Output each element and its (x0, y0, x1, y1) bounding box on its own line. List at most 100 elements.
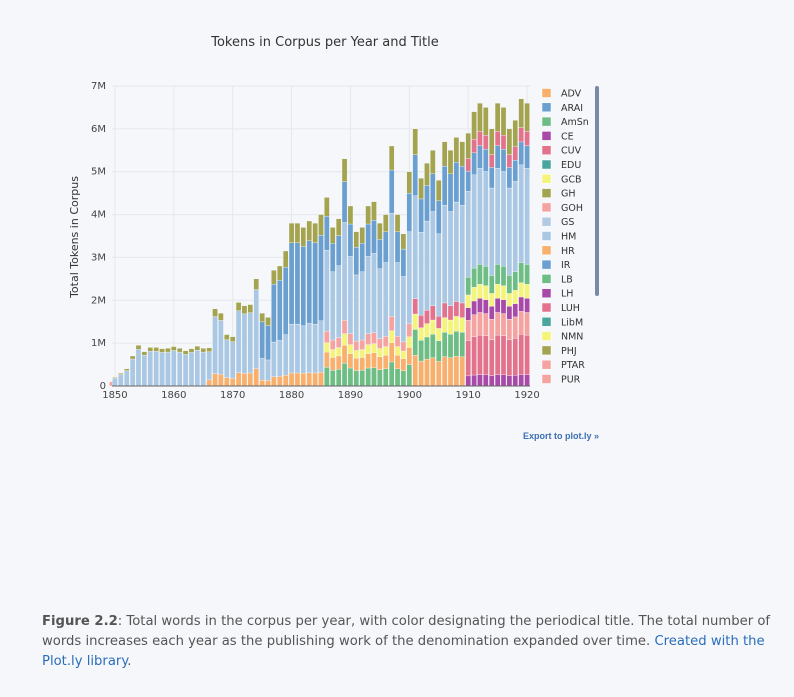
bar-segment-LH (465, 307, 471, 321)
bar-segment-CE (477, 374, 483, 387)
legend-swatch-ARAI[interactable] (541, 102, 552, 113)
legend-label-LibM[interactable]: LibM (561, 317, 583, 328)
legend-label-PTAR[interactable]: PTAR (561, 360, 585, 371)
bar-segment-GH (247, 304, 254, 313)
bar-segment-HM (200, 351, 206, 387)
legend-label-PHJ[interactable]: PHJ (561, 346, 577, 357)
bar-segment-GH (335, 218, 342, 236)
bar-segment-ADV (341, 344, 348, 364)
bar-segment-HM (447, 211, 454, 307)
legend-swatch-PUR[interactable] (541, 374, 552, 384)
legend-label-LH[interactable]: LH (561, 289, 573, 300)
legend-label-GH[interactable]: GH (561, 189, 576, 200)
legend-swatch-LUH[interactable] (541, 302, 552, 313)
axes: 0 1M 2M 3M 4M 5M 6M 7M 1850 1860 1870 1880 1890 1900 1… (91, 81, 540, 401)
bar-segment-AmSn (436, 340, 442, 362)
bar-segment-GH (347, 205, 354, 225)
legend-label-HR[interactable]: HR (561, 246, 575, 257)
legend-label-PUR[interactable]: PUR (561, 375, 581, 386)
bar-segment-GH (212, 308, 218, 317)
bar-segment-GOH (483, 313, 489, 337)
legend-label-IR[interactable]: IR (561, 260, 571, 271)
legend-swatch-ADV[interactable] (541, 88, 552, 98)
bar-segment-HM (512, 181, 518, 272)
legend-label-LUH[interactable]: LUH (561, 303, 580, 314)
legend-label-CE[interactable]: CE (561, 131, 574, 142)
bar-segment-ADV (277, 376, 283, 387)
legend-swatch-NMN[interactable] (541, 331, 552, 341)
y-axis-title: Total Tokens in Corpus (68, 176, 81, 299)
legend-label-ADV[interactable]: ADV (561, 89, 582, 100)
legend-swatch-GCB[interactable] (541, 174, 552, 184)
bar-segment-GH (459, 141, 465, 167)
legend-swatch-CUV[interactable] (541, 145, 552, 155)
caption-text: : Total words in the corpus per year, wi… (42, 614, 771, 649)
legend-label-GCB[interactable]: GCB (561, 174, 582, 185)
bar-segment-CUV (500, 135, 507, 150)
bar-segment-PTAR (341, 319, 348, 334)
legend-swatch-HR[interactable] (541, 245, 552, 256)
legend-label-HM[interactable]: HM (561, 232, 576, 243)
legend-scrollbar[interactable] (595, 86, 599, 296)
legend-swatch-LH[interactable] (541, 288, 552, 298)
bar-segment-NMN (353, 350, 360, 359)
bar-segment-NMN (371, 343, 377, 353)
bar-segment-LH (500, 299, 507, 314)
legend-swatch-EDU[interactable] (541, 159, 552, 170)
bar-segment-IR (383, 231, 389, 263)
legend-swatch-AmSn[interactable] (541, 116, 552, 127)
legend-swatch-LB[interactable] (541, 274, 552, 284)
legend-swatch-PHJ[interactable] (541, 345, 552, 356)
bar-segment-CUV (477, 131, 483, 146)
bar-segment-GH (288, 222, 295, 243)
legend-label-GOH[interactable]: GOH (561, 203, 583, 214)
bar-segment-IR (512, 159, 518, 182)
legend-swatch-HM[interactable] (541, 231, 552, 241)
bar-segment-ADV (394, 354, 401, 370)
bar-segment-LH (483, 299, 489, 314)
y-tick-label: 3M (91, 252, 106, 263)
legend-swatch-CE[interactable] (541, 131, 552, 141)
bar-segment-CE (489, 375, 495, 387)
legend-swatch-LibM[interactable] (541, 317, 552, 327)
legend-swatch-PTAR[interactable] (541, 359, 552, 370)
bar-segment-HM (430, 211, 436, 307)
caption-link[interactable]: Created with the Plot.ly library (42, 634, 765, 669)
bar-segment-NMN (365, 344, 371, 354)
legend-label-CUV[interactable]: CUV (561, 146, 582, 157)
bar-segment-ADV (347, 353, 354, 369)
legend-swatch-IR[interactable] (541, 259, 552, 270)
bar-segment-IR (277, 280, 283, 341)
bar-segment-LUH (500, 335, 507, 376)
legend-label-LB[interactable]: LB (561, 274, 573, 285)
bar-segment-HM (218, 320, 224, 375)
bar-segment-GH (324, 197, 330, 217)
legend-swatch-GOH[interactable] (541, 202, 552, 213)
bar-segment-GH (141, 351, 148, 356)
bar-segment-GH (300, 227, 307, 247)
legend-label-AmSn[interactable]: AmSn (561, 117, 589, 128)
legend-swatch-GS[interactable] (541, 216, 552, 227)
legend-label-ARAI[interactable]: ARAI (561, 103, 583, 114)
bar-segment-AmSn (406, 364, 412, 387)
caption-label: Figure 2.2 (42, 614, 118, 629)
bar-segment-ADV (282, 375, 289, 387)
bar-segment-HM (300, 325, 307, 374)
bar-segment-ADV (459, 356, 465, 387)
bar-segment-HM (288, 323, 295, 374)
bar-segment-AmSn (489, 275, 495, 294)
export-link[interactable]: Export to plot.ly » (523, 431, 600, 441)
x-tick-label: 1860 (161, 390, 186, 401)
y-tick-label: 0 (100, 381, 106, 392)
legend-label-EDU[interactable]: EDU (561, 160, 581, 171)
bar-segment-GH (306, 220, 312, 241)
x-tick-label: 1890 (338, 390, 363, 401)
legend-swatch-GH[interactable] (541, 188, 552, 198)
bar-segment-LUH (453, 301, 460, 317)
bar-segment-LUH (441, 302, 448, 318)
legend-label-NMN[interactable]: NMN (561, 332, 583, 343)
bar-segment-HM (436, 233, 442, 317)
bar-segment-ADV (441, 356, 448, 387)
legend-label-GS[interactable]: GS (561, 217, 574, 228)
bar-segment-AmSn (353, 370, 360, 387)
